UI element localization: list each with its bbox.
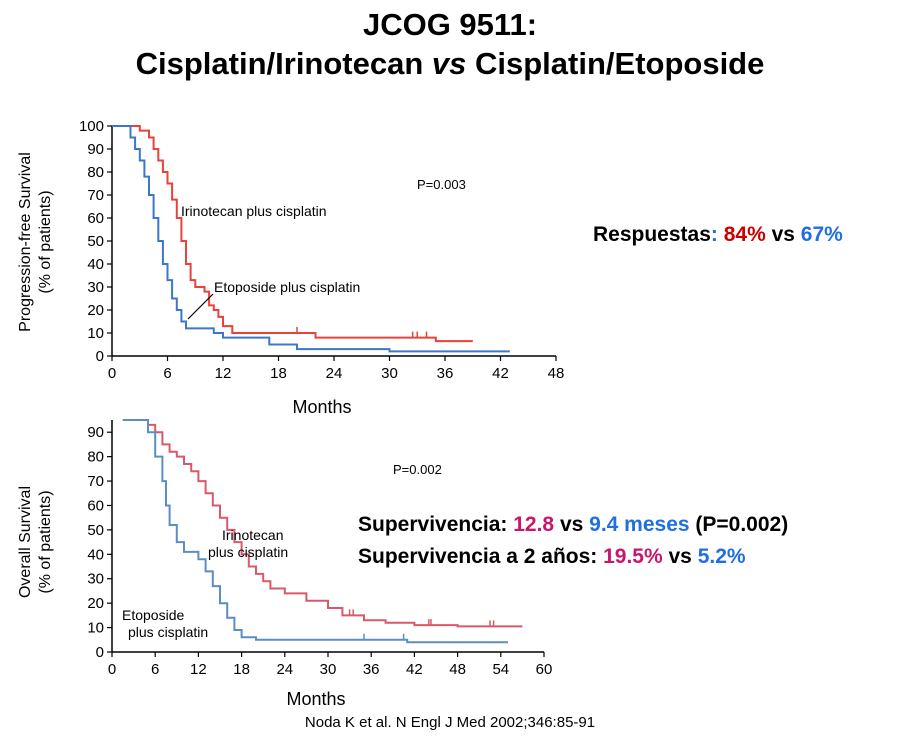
os-y-tick-label: 60 [87, 497, 104, 514]
supervivencia2y-label: Supervivencia a 2 años: [358, 545, 604, 568]
pfs-x-tick-label: 48 [548, 365, 565, 382]
supervivencia2y-etoposide-value: 5.2% [697, 545, 746, 568]
pfs-p-value: P=0.003 [417, 177, 466, 192]
pfs-etoposide-label-leader [187, 293, 214, 320]
os-x-tick-label: 12 [190, 661, 207, 678]
os-irinotecan-label: plus cisplatin [208, 544, 288, 560]
pfs-x-tick-label: 12 [215, 365, 232, 382]
slide-subtitle: Cisplatin/Irinotecan vs Cisplatin/Etopos… [0, 45, 900, 82]
pfs-y-tick-label: 30 [87, 279, 104, 296]
pfs-y-axis-sublabel: (% of patients) [37, 190, 54, 293]
os-x-tick-label: 6 [151, 661, 159, 678]
os-x-tick-label: 48 [449, 661, 466, 678]
os-y-tick-label: 10 [87, 620, 104, 637]
pfs-etoposide-label: Etoposide plus cisplatin [214, 279, 360, 295]
pfs-y-tick-label: 0 [96, 348, 104, 365]
os-y-tick-label: 30 [87, 571, 104, 588]
subtitle-part-a: Cisplatin/Irinotecan [135, 46, 432, 81]
pfs-etoposide-curve [112, 125, 510, 353]
pfs-chart: 0 10 20 30 40 50 60 70 80 90 100 0 6 12 18 24 30 36 42 48 Mo… [17, 118, 565, 417]
os-y-tick-label: 80 [87, 449, 104, 466]
respuestas-irinotecan-value: 84% [723, 223, 766, 246]
supervivencia-etoposide-value: 9.4 meses [589, 513, 690, 536]
os-x-tick-label: 24 [276, 661, 293, 678]
os-x-tick-label: 18 [233, 661, 250, 678]
os-y-tick-label: 0 [96, 644, 104, 661]
pfs-x-tick-label: 36 [437, 365, 454, 382]
os-x-tick-label: 54 [492, 661, 509, 678]
pfs-y-tick-label: 70 [87, 187, 104, 204]
pfs-y-tick-label: 60 [87, 210, 104, 227]
supervivencia-irinotecan-value: 12.8 [513, 513, 555, 536]
os-p-value: P=0.002 [393, 462, 442, 477]
os-etoposide-label: Etoposide [122, 607, 184, 623]
pfs-y-axis-label: Progression-free Survival [17, 152, 34, 332]
respuestas-label: Respuestas [593, 223, 711, 246]
pfs-irinotecan-curve [112, 125, 473, 343]
citation: Noda K et al. N Engl J Med 2002;346:85-9… [304, 714, 596, 731]
subtitle-part-b: Cisplatin/Etoposide [466, 46, 765, 81]
pfs-x-tick-label: 6 [163, 365, 171, 382]
median-survival-callout: Supervivencia: 12.8 vs 9.4 meses (P=0.00… [358, 513, 788, 537]
pfs-x-tick-label: 24 [326, 365, 343, 382]
os-y-tick-label: 40 [87, 546, 104, 563]
response-rate-callout: Respuestas: 84% vs 67% [593, 223, 843, 247]
supervivencia2y-irinotecan-value: 19.5% [603, 545, 663, 568]
pfs-x-tick-label: 0 [108, 365, 116, 382]
supervivencia-label: Supervivencia: [358, 513, 514, 536]
supervivencia-pvalue: (P=0.002) [689, 513, 789, 536]
respuestas-colon: : [710, 223, 724, 246]
os-x-tick-label: 30 [320, 661, 337, 678]
os-etoposide-label: plus cisplatin [128, 624, 208, 640]
subtitle-vs: vs [431, 46, 467, 81]
os-etoposide-curve [122, 419, 508, 644]
pfs-irinotecan-label: Irinotecan plus cisplatin [181, 203, 327, 219]
pfs-y-tick-label: 100 [79, 118, 104, 135]
os-x-tick-label: 42 [406, 661, 423, 678]
supervivencia-vs: vs [554, 513, 590, 536]
os-x-tick-label: 60 [536, 661, 553, 678]
pfs-y-tick-label: 10 [87, 325, 104, 342]
supervivencia2y-vs: vs [662, 545, 698, 568]
pfs-x-tick-label: 42 [492, 365, 509, 382]
pfs-x-axis-label: Months [292, 397, 351, 417]
pfs-x-tick-label: 30 [381, 365, 398, 382]
respuestas-vs: vs [765, 223, 801, 246]
os-y-tick-label: 90 [87, 424, 104, 441]
os-y-axis-label: Overall Survival [17, 486, 34, 598]
pfs-y-tick-label: 80 [87, 164, 104, 181]
pfs-y-tick-label: 40 [87, 256, 104, 273]
respuestas-etoposide-value: 67% [800, 223, 843, 246]
pfs-y-tick-label: 90 [87, 141, 104, 158]
pfs-y-tick-label: 50 [87, 233, 104, 250]
os-irinotecan-label: Irinotecan [222, 527, 283, 543]
os-x-tick-label: 0 [108, 661, 116, 678]
os-chart: 0 10 20 30 40 50 60 70 80 90 0 6 12 18 24 30 36 42 48 54 60 M… [17, 419, 553, 709]
pfs-y-tick-label: 20 [87, 302, 104, 319]
os-y-tick-label: 50 [87, 522, 104, 539]
os-y-tick-label: 70 [87, 473, 104, 490]
two-year-survival-callout: Supervivencia a 2 años: 19.5% vs 5.2% [358, 545, 746, 569]
slide-title: JCOG 9511: [362, 7, 538, 42]
os-irinotecan-curve [122, 419, 523, 628]
os-y-axis-sublabel: (% of patients) [37, 490, 54, 593]
os-x-tick-label: 36 [363, 661, 380, 678]
os-y-tick-label: 20 [87, 595, 104, 612]
pfs-x-tick-label: 18 [270, 365, 287, 382]
os-x-axis-label: Months [286, 689, 345, 709]
